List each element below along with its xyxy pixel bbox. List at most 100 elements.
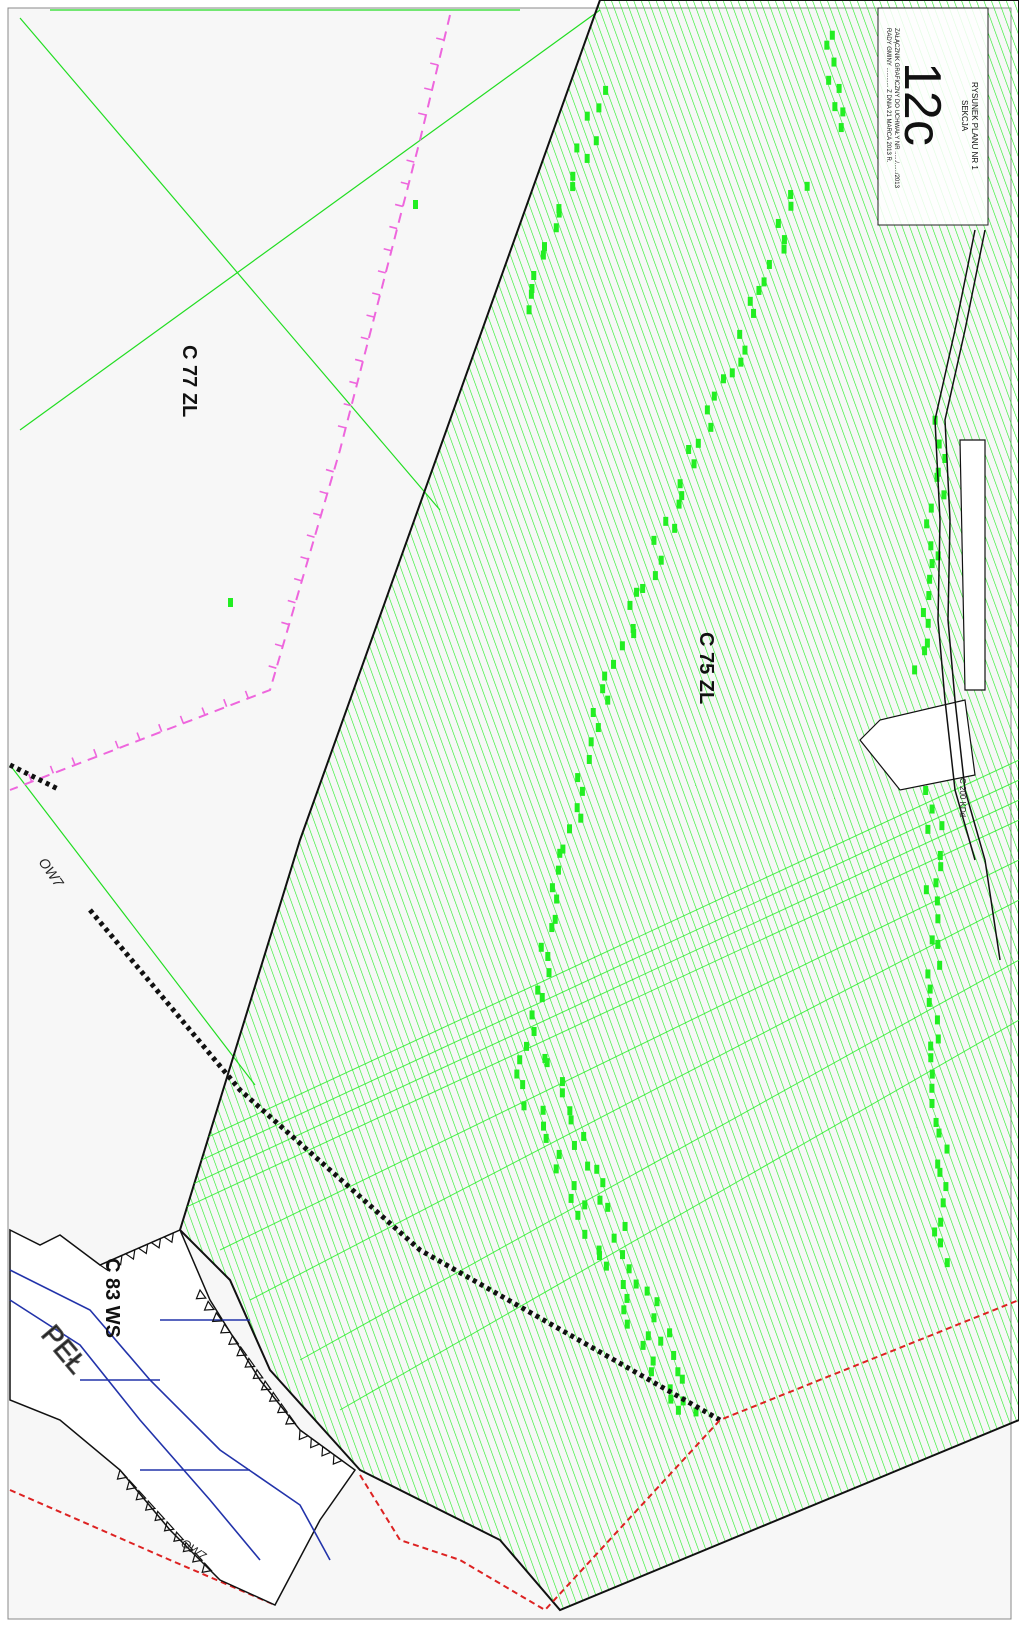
pink-tick [406,159,415,163]
pink-tick [274,643,283,648]
tree-marker [663,516,669,526]
pink-tick [28,773,33,782]
tree-marker [923,785,929,795]
tree-marker [596,1245,602,1255]
tree-marker [934,472,940,482]
tree-marker [926,997,932,1007]
pink-tick [268,665,277,669]
embankment-triangle [173,1530,185,1542]
tree-marker [620,1250,626,1260]
pink-tick [319,490,328,495]
tree-marker [557,848,563,858]
pink-tick [436,37,445,41]
tree-marker [925,824,931,834]
tree-marker [640,1340,646,1350]
embankment-triangle [236,1345,248,1357]
tree-marker [650,1356,656,1366]
tree-marker [605,1202,611,1212]
tree-marker [929,935,935,945]
tree-marker [541,1121,547,1131]
pink-tick [313,512,322,517]
tree-marker [935,1034,941,1044]
tree-marker [677,479,683,489]
tree-marker [836,83,842,93]
pink-tick [114,740,120,749]
tree-marker [943,1182,949,1192]
tree-marker [585,1161,591,1171]
tree-marker [720,374,726,384]
tree-marker [620,1280,626,1290]
annex-line-1: ZAŁĄCZNIK GRAFICZNY DO UCHWAŁY NR ......… [893,28,899,189]
pink-tick [93,748,98,757]
tree-marker [648,1367,654,1377]
tree-marker [546,968,552,978]
tree-marker [568,1115,574,1125]
tree-marker [622,1221,628,1231]
tree-marker [586,754,592,764]
pink-tick [71,757,76,766]
tree-marker [621,1305,627,1315]
tree-marker [544,1058,550,1068]
tree-marker [575,773,581,783]
tree-marker [788,201,794,211]
embankment-triangle [211,1311,224,1323]
tree-marker [922,646,928,656]
tree-marker [751,308,757,318]
tree-marker [729,368,735,378]
tree-marker [549,923,555,933]
tree-marker [578,813,584,823]
pink-tick [337,425,346,429]
tree-marker [933,1117,939,1127]
tree-marker [939,821,945,831]
tree-marker [781,235,787,245]
tree-marker [603,1261,609,1271]
tree-marker [554,894,560,904]
tree-marker [594,1164,600,1174]
tree-marker [676,499,682,509]
tree-marker [626,1264,632,1274]
tree-marker [679,1374,685,1384]
pink-tick [394,203,404,208]
tree-marker [627,600,633,610]
tree-marker [933,878,939,888]
tree-marker [747,296,753,306]
tree-marker [804,181,810,191]
tree-marker [524,1041,530,1051]
embankment-triangle [201,1562,213,1574]
tree-marker [652,571,658,581]
tree-marker [596,103,602,113]
tree-marker [603,85,609,95]
tree-marker [927,984,933,994]
tree-marker [840,107,846,117]
pink-tick [300,556,309,560]
embankment-triangle [116,1468,128,1480]
tree-marker [556,208,562,218]
tree-marker [929,559,935,569]
pink-tick [389,225,398,230]
tree-marker [595,723,601,733]
tree-marker [571,1181,577,1191]
embankment-triangle [298,1428,310,1441]
tree-marker [691,459,697,469]
tree-marker [582,1229,588,1239]
tree-marker [634,587,640,597]
tree-marker [529,284,535,294]
tree-marker [926,591,932,601]
tree-marker [924,519,930,529]
tree-marker [597,1251,603,1261]
tree-marker [927,574,933,584]
tree-marker [671,1350,677,1360]
tree-marker [672,523,678,533]
pink-ticks [28,37,445,782]
embankment-triangle [191,1551,204,1563]
tree-marker [590,708,596,718]
pink-tick [343,402,352,407]
tree-marker [619,641,625,651]
pink-tick [49,765,55,774]
pink-tick [325,468,334,473]
tree-marker [651,1313,657,1323]
tree-marker [633,1279,639,1289]
tree-marker [611,1233,617,1243]
sheet-number: 12c [893,62,951,146]
tree-marker [761,277,767,287]
